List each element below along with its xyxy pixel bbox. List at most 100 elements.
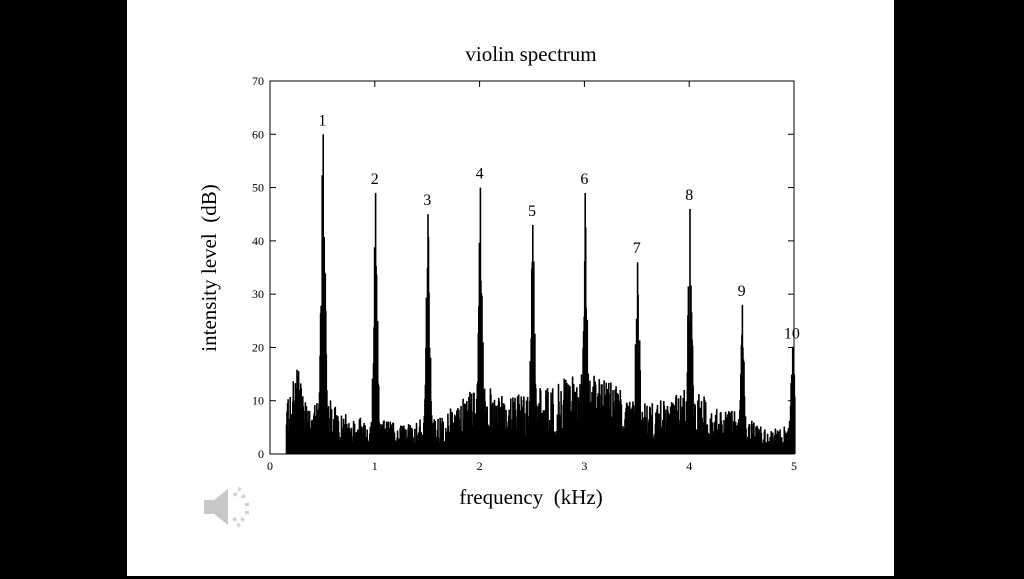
spectrum-bar <box>292 381 295 454</box>
spectrum-bar <box>572 384 575 454</box>
spectrum-bar <box>612 401 615 454</box>
spectrum-bar <box>694 405 696 454</box>
spectrum-bar <box>663 405 666 454</box>
spectrum-bar <box>317 409 319 454</box>
spectrum-bar <box>526 396 529 454</box>
spectrum-bar <box>683 390 685 454</box>
peak-label: 1 <box>318 112 326 129</box>
spectrum-bar <box>315 416 317 454</box>
spectrum-bar <box>731 410 733 454</box>
y-axis-ticks: 0 10 20 30 40 50 60 70 <box>252 74 794 461</box>
spectrum-bar <box>714 414 717 454</box>
spectrum-bar <box>628 401 631 454</box>
spectrum-bar <box>366 429 368 454</box>
peak-label: 10 <box>784 325 800 342</box>
spectrum-bar <box>620 404 623 454</box>
spectrum-bar <box>594 385 597 454</box>
x-tick-label: 1 <box>372 459 378 473</box>
x-axis-ticks: 0 1 2 3 4 5 <box>267 81 797 473</box>
spectrum-bar <box>303 410 305 454</box>
spectrum-bar <box>377 385 380 454</box>
spectrum-bar <box>646 405 648 454</box>
spectrum-bar <box>520 396 523 454</box>
x-axis-label: frequency (kHz) <box>459 485 602 509</box>
peak-label: 5 <box>528 203 536 220</box>
spectrum-bar <box>728 411 730 454</box>
spectrum-bar <box>656 404 659 454</box>
spectrum-bar <box>715 408 718 454</box>
spectrum-bar <box>311 419 313 454</box>
spectrum-bar <box>560 391 562 454</box>
spectrum-bar <box>776 430 779 454</box>
spectrum-bar <box>330 409 333 454</box>
spectrum-bar <box>617 394 619 454</box>
spectrum-bar <box>460 406 462 454</box>
spectrum-bar <box>593 375 595 454</box>
spectrum-bar <box>545 396 548 454</box>
spectrum-bar <box>717 429 719 454</box>
spectrum-bar <box>586 319 589 454</box>
spectrum-bar <box>784 431 786 454</box>
peak-label: 7 <box>633 240 641 257</box>
spectrum-bar <box>297 371 300 454</box>
spectrum-bar <box>544 410 546 454</box>
spectrum-bar <box>603 380 605 454</box>
spectrum-bar <box>510 398 512 454</box>
spectrum-bar <box>659 400 662 454</box>
spectrum-bar <box>755 426 757 454</box>
spectrum-bar <box>539 390 542 454</box>
spectrum-bar <box>542 410 545 454</box>
peak-label: 4 <box>476 166 484 183</box>
spectrum-bar <box>524 413 526 454</box>
y-tick-label: 50 <box>252 181 264 195</box>
spectrum-bar <box>751 433 754 454</box>
spectrum-bar <box>704 402 707 454</box>
slide: violin spectrum 0 10 20 30 40 50 60 70 0 1 2 3 4 5 1… <box>127 0 894 576</box>
spectrum-bar <box>748 424 751 454</box>
spectrum-bar <box>550 392 552 454</box>
x-tick-label: 3 <box>581 459 587 473</box>
spectrum-bar <box>348 423 350 454</box>
spectrum-bar <box>400 433 403 454</box>
spectrum-bar <box>328 417 330 454</box>
spectrum-bar <box>675 395 678 454</box>
spectrum-bar <box>492 402 494 454</box>
spectrum-bar <box>651 403 654 454</box>
spectrum-bar <box>766 433 769 454</box>
spectrum-bar <box>645 417 647 454</box>
y-tick-label: 60 <box>252 127 264 141</box>
spectrum-bar <box>565 379 567 454</box>
spectrum-bar <box>736 425 738 454</box>
spectrum-bar <box>414 428 416 454</box>
spectrum-bar <box>605 382 607 454</box>
spectrum-bar <box>314 405 316 454</box>
spectrum-bar <box>698 394 700 454</box>
peak-label: 2 <box>371 171 379 188</box>
x-tick-label: 0 <box>267 459 273 473</box>
spectrum-bar <box>547 391 549 454</box>
y-tick-label: 30 <box>252 287 264 301</box>
spectrum-bar <box>723 420 725 454</box>
chart-title: violin spectrum <box>465 42 596 66</box>
y-tick-label: 20 <box>252 340 264 354</box>
spectrum-bar <box>442 421 444 454</box>
spectrum-bar <box>794 396 796 454</box>
spectrum-bar <box>383 430 386 454</box>
spectrum-bar <box>467 410 469 454</box>
peak-labels: 1 2 3 4 5 6 7 8 9 10 <box>318 112 800 342</box>
x-tick-label: 5 <box>791 459 797 473</box>
spectrum-bar <box>571 376 574 454</box>
peak-label: 8 <box>685 187 693 204</box>
spectrum-bar <box>287 399 289 454</box>
y-tick-label: 10 <box>252 394 264 408</box>
spectrum-bar <box>516 396 519 454</box>
x-tick-label: 4 <box>686 459 692 473</box>
violin-spectrum-chart: violin spectrum 0 10 20 30 40 50 60 70 0 1 2 3 4 5 1… <box>197 42 800 509</box>
peak-label: 9 <box>738 283 746 300</box>
spectrum-bar <box>470 393 473 454</box>
speaker-icon[interactable] <box>200 482 256 532</box>
spectrum-bar <box>464 404 467 454</box>
spectrum-bar <box>469 403 472 454</box>
spectrum-bar <box>437 419 439 454</box>
y-tick-label: 40 <box>252 234 264 248</box>
